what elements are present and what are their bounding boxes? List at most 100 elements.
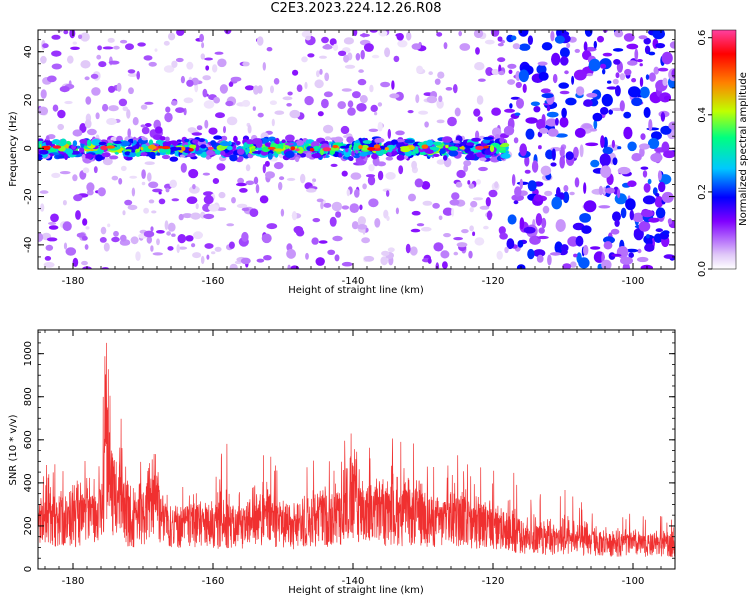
spectrogram-cell — [380, 81, 391, 88]
spectrogram-cell — [130, 236, 139, 245]
spectrogram-cell — [436, 159, 446, 165]
spectrogram-cell — [562, 191, 570, 204]
spectrogram-y-label: Frequency (Hz) — [8, 111, 19, 187]
spectrogram-cell — [349, 203, 360, 214]
colorbar-label: Normalized spectral amplitude — [738, 72, 749, 226]
spectrogram-cell — [81, 235, 88, 241]
spectrogram-cell — [475, 47, 480, 55]
spectrogram-cell — [603, 241, 613, 250]
spectrogram-cell — [627, 141, 637, 152]
spectrogram-cell — [552, 73, 558, 84]
spectrogram-cell — [586, 73, 594, 77]
spectrogram-cell — [511, 194, 524, 202]
spectrogram-cell — [582, 123, 593, 129]
spectrogram-cell — [516, 98, 524, 109]
spectrogram-cell — [331, 201, 343, 212]
spectrogram-cell — [514, 112, 521, 116]
spectrogram-band-cell — [141, 137, 148, 141]
spectrogram-cell — [120, 39, 128, 44]
spectrogram-cell — [127, 69, 136, 74]
spectrogram-cell — [655, 207, 666, 219]
spectrogram-cell — [478, 78, 486, 82]
spectrogram-cell — [559, 146, 565, 158]
spectrogram-cell — [301, 30, 313, 38]
spectrogram-band-cell — [250, 148, 256, 152]
spectrogram-cell — [597, 35, 604, 43]
spectrogram-cell — [106, 118, 117, 125]
spectrogram-cell — [503, 125, 515, 136]
spectrogram-cell — [617, 146, 622, 150]
spectrogram-cell — [483, 225, 489, 230]
spectrogram-cell — [588, 58, 601, 72]
spectrogram-band-cell — [460, 141, 466, 146]
spectrogram-cell — [540, 88, 551, 94]
y-tick-label: -40 — [23, 237, 34, 253]
spectrogram-cell — [84, 244, 89, 250]
spectrogram-cell — [513, 200, 519, 205]
spectrogram-cell — [421, 181, 431, 190]
spectrogram-cell — [411, 210, 421, 216]
spectrogram-cell — [171, 233, 176, 237]
spectrogram-cell — [278, 181, 283, 191]
spectrogram-cell — [648, 51, 656, 56]
x-tick-label: -140 — [342, 276, 365, 287]
spectrogram-cell — [507, 79, 516, 85]
spectrogram-cell — [256, 36, 264, 46]
spectrogram-cell — [652, 30, 665, 40]
spectrogram-cell — [524, 155, 530, 167]
spectrogram-band-cell — [479, 157, 487, 162]
spectrogram-band-cell — [79, 138, 89, 144]
spectrogram-cell — [111, 236, 120, 243]
spectrogram-peak-cell — [188, 148, 194, 152]
spectrogram-peak-cell — [207, 146, 214, 150]
spectrogram-cell — [459, 43, 471, 51]
spectrogram-cell — [102, 46, 114, 50]
spectrogram-band-cell — [448, 146, 459, 151]
spectrogram-cell — [627, 180, 637, 187]
spectrogram-band-cell — [443, 155, 448, 161]
spectrogram-band-cell — [120, 140, 130, 147]
spectrogram-cell — [351, 221, 359, 230]
spectrogram-cell — [565, 97, 577, 106]
spectrogram-cell — [128, 87, 134, 95]
spectrogram-cell — [148, 61, 157, 67]
spectrogram-band-cell — [305, 152, 312, 159]
spectrogram-cell — [600, 63, 607, 69]
spectrogram-cell — [163, 65, 175, 73]
spectrogram-cell — [143, 230, 155, 238]
spectrogram-cell — [600, 135, 605, 149]
spectrogram-cell — [506, 238, 515, 250]
spectrogram-band-cell — [206, 149, 215, 156]
spectrogram-cell — [245, 180, 255, 186]
spectrogram-cell — [631, 97, 643, 107]
spectrogram-cell — [46, 237, 58, 242]
spectrogram-cell — [103, 242, 110, 252]
y-tick-label: 40 — [23, 45, 34, 58]
spectrogram-cell — [96, 54, 102, 60]
spectrogram-cell — [357, 216, 366, 226]
spectrogram-cell — [300, 173, 306, 184]
spectrogram-cell — [140, 104, 148, 110]
spectrogram-band-cell — [79, 147, 85, 154]
spectrogram-band-cell — [81, 153, 86, 160]
spectrogram-cell — [613, 59, 621, 65]
spectrogram-band-cell — [361, 144, 369, 151]
spectrogram-cell — [648, 72, 656, 82]
spectrogram-cell — [264, 160, 270, 167]
spectrogram-band-cell — [101, 152, 111, 158]
spectrogram-band-cell — [482, 138, 491, 144]
spectrogram-cell — [590, 159, 600, 168]
spectrogram-cell — [661, 141, 670, 154]
spectrogram-band-cell — [220, 150, 226, 156]
spectrogram-cell — [624, 68, 632, 76]
spectrogram-cell — [301, 56, 308, 63]
spectrogram-cell — [205, 65, 210, 71]
spectrogram-cell — [192, 184, 196, 190]
spectrogram-band-cell — [338, 152, 342, 158]
spectrogram-cell — [262, 163, 266, 174]
spectrogram-cell — [612, 157, 618, 166]
spectrogram-cell — [212, 178, 220, 184]
spectrogram-cell — [363, 43, 374, 52]
spectrogram-cell — [623, 111, 632, 119]
spectrogram-cell — [623, 33, 635, 42]
